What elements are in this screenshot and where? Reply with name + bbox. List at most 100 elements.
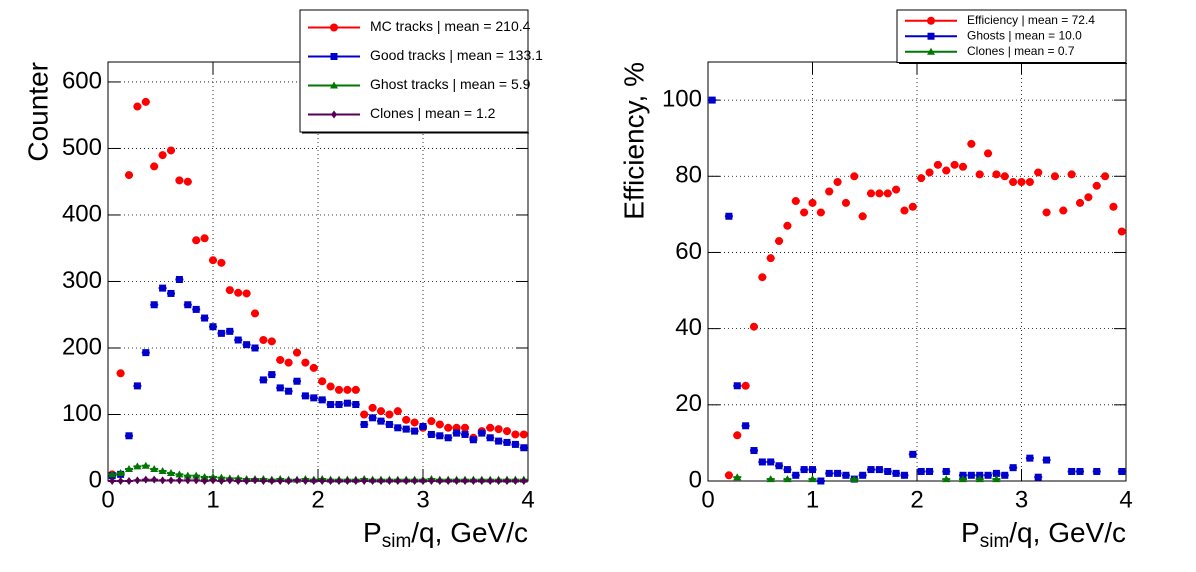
data-point	[933, 160, 942, 169]
data-point	[235, 477, 242, 485]
data-point	[1000, 172, 1009, 181]
data-point	[403, 477, 410, 485]
data-point	[377, 417, 385, 425]
data-point	[733, 431, 742, 440]
y-tick-label: 400	[62, 200, 102, 227]
data-point	[925, 168, 934, 177]
data-point	[958, 162, 967, 171]
data-point	[495, 477, 502, 485]
data-point	[217, 258, 226, 267]
data-point	[909, 450, 917, 458]
data-point	[867, 466, 875, 474]
y-tick-label: 20	[675, 390, 702, 417]
data-point	[850, 172, 859, 181]
data-point	[900, 206, 909, 215]
data-point	[766, 475, 775, 483]
data-point	[992, 170, 1001, 179]
data-point	[992, 475, 1001, 483]
data-point	[1067, 170, 1076, 179]
data-point	[841, 198, 850, 207]
data-point	[1068, 467, 1076, 475]
data-point	[758, 458, 766, 466]
data-point	[436, 432, 444, 440]
legend-label: Clones | mean = 1.2	[370, 105, 496, 121]
data-point	[892, 469, 900, 477]
data-point	[1009, 177, 1018, 186]
data-point	[958, 475, 967, 483]
legend-box	[299, 9, 529, 133]
data-point	[984, 471, 992, 479]
data-point	[284, 358, 293, 367]
data-point	[361, 477, 368, 485]
data-point	[251, 309, 259, 318]
data-point	[125, 432, 133, 440]
x-tick-label: 4	[1119, 486, 1132, 513]
y-tick-label: 60	[675, 238, 702, 265]
data-point	[817, 477, 825, 485]
data-point	[917, 467, 925, 475]
y-tick-label: 600	[62, 67, 102, 94]
data-point	[1009, 464, 1017, 472]
y-tick-label: 100	[62, 400, 102, 427]
data-point	[917, 174, 926, 183]
data-point	[486, 423, 495, 432]
data-point	[158, 151, 167, 160]
data-point	[435, 420, 444, 429]
data-point	[285, 387, 293, 395]
data-point	[724, 471, 733, 480]
data-point	[975, 170, 984, 179]
data-point	[419, 422, 427, 430]
data-point	[809, 466, 816, 474]
data-point	[386, 477, 393, 485]
data-point	[733, 473, 742, 481]
data-point	[192, 305, 200, 313]
data-point	[335, 385, 343, 394]
data-point	[176, 476, 183, 485]
data-point	[369, 414, 377, 422]
data-point	[749, 322, 758, 331]
data-point	[335, 401, 343, 409]
y-tick-label: 200	[62, 333, 102, 360]
data-point	[800, 466, 808, 474]
data-point	[285, 477, 292, 485]
data-point	[520, 444, 528, 452]
data-point	[900, 471, 908, 479]
data-point	[808, 475, 817, 483]
data-point	[243, 477, 250, 485]
data-point	[800, 208, 809, 217]
data-point	[125, 171, 133, 180]
y-tick-label: 300	[62, 267, 102, 294]
data-point	[512, 477, 519, 485]
data-point	[319, 477, 326, 485]
data-point	[453, 477, 460, 485]
data-point	[126, 477, 132, 485]
data-point	[750, 447, 758, 455]
data-point	[462, 477, 468, 485]
x-axis-title-part: P	[961, 517, 980, 548]
data-point	[791, 197, 800, 206]
data-point	[420, 477, 426, 485]
data-point	[151, 475, 158, 484]
data-point	[1034, 168, 1043, 177]
data-point	[343, 399, 351, 407]
data-point	[217, 329, 225, 337]
data-point	[816, 208, 825, 217]
data-point	[1084, 193, 1093, 202]
data-point	[461, 423, 469, 432]
data-point	[133, 382, 141, 390]
x-tick-label: 1	[206, 486, 219, 513]
data-point	[234, 336, 242, 344]
data-point	[402, 415, 411, 424]
data-point	[1034, 473, 1042, 481]
data-point	[808, 198, 817, 207]
x-axis-title: Psim/q, GeV/c	[961, 517, 1126, 552]
data-point	[942, 467, 950, 475]
data-point	[200, 234, 209, 243]
data-point	[783, 221, 792, 230]
data-point	[133, 102, 142, 111]
data-point	[201, 477, 208, 485]
x-tick-label: 2	[311, 486, 324, 513]
data-point	[883, 189, 892, 198]
data-point	[310, 477, 317, 485]
